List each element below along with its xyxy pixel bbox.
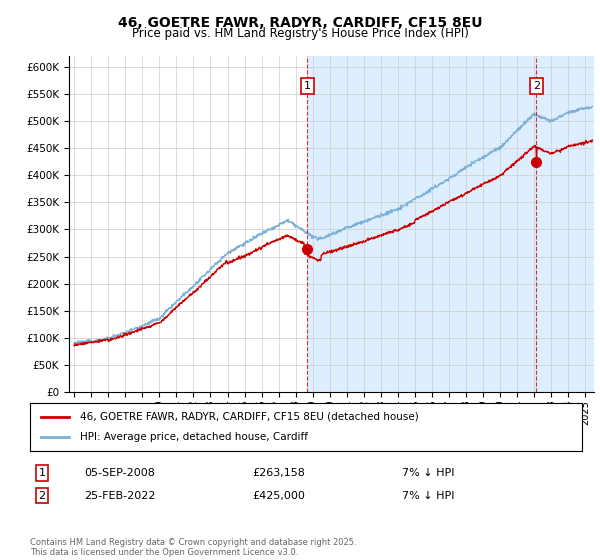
Text: 7% ↓ HPI: 7% ↓ HPI — [402, 468, 455, 478]
Text: 1: 1 — [38, 468, 46, 478]
Text: 2: 2 — [533, 81, 540, 91]
Bar — [307, 56, 600, 392]
Text: Contains HM Land Registry data © Crown copyright and database right 2025.
This d: Contains HM Land Registry data © Crown c… — [30, 538, 356, 557]
Text: 46, GOETRE FAWR, RADYR, CARDIFF, CF15 8EU: 46, GOETRE FAWR, RADYR, CARDIFF, CF15 8E… — [118, 16, 482, 30]
Text: 7% ↓ HPI: 7% ↓ HPI — [402, 491, 455, 501]
Text: 46, GOETRE FAWR, RADYR, CARDIFF, CF15 8EU (detached house): 46, GOETRE FAWR, RADYR, CARDIFF, CF15 8E… — [80, 412, 418, 422]
Text: Price paid vs. HM Land Registry's House Price Index (HPI): Price paid vs. HM Land Registry's House … — [131, 27, 469, 40]
Text: £425,000: £425,000 — [252, 491, 305, 501]
Text: 2: 2 — [38, 491, 46, 501]
Text: 25-FEB-2022: 25-FEB-2022 — [84, 491, 155, 501]
Text: £263,158: £263,158 — [252, 468, 305, 478]
Text: 1: 1 — [304, 81, 311, 91]
Text: HPI: Average price, detached house, Cardiff: HPI: Average price, detached house, Card… — [80, 432, 308, 442]
Text: 05-SEP-2008: 05-SEP-2008 — [84, 468, 155, 478]
